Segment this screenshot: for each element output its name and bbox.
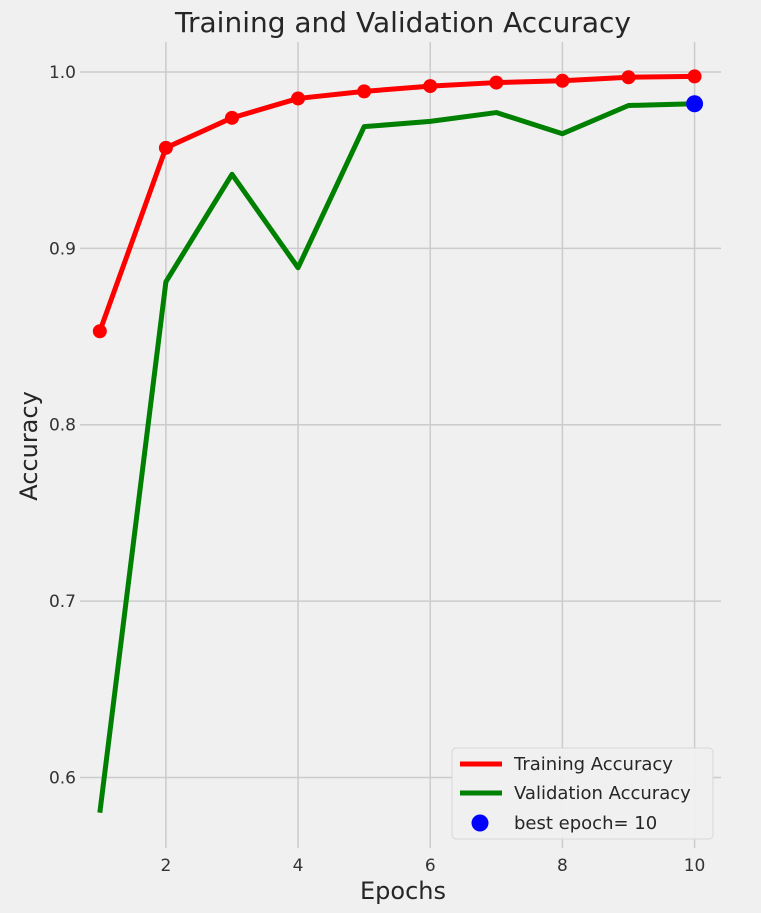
x-tick-label: 10 — [684, 856, 706, 876]
legend: Training Accuracy Validation Accuracy best… — [451, 747, 714, 840]
ticks: 2 4 6 8 10 0.6 0.7 0.8 0.9 1.0 — [49, 63, 705, 876]
y-tick-label: 0.8 — [49, 416, 76, 436]
y-tick-label: 0.6 — [49, 768, 76, 788]
legend-training-label: Training Accuracy — [513, 754, 673, 775]
series-line-validation — [97, 101, 695, 814]
training-accuracy-point — [92, 324, 107, 339]
training-accuracy-point — [687, 69, 702, 84]
x-tick-label: 8 — [557, 856, 568, 876]
legend-box — [451, 747, 714, 840]
training-accuracy-point — [555, 73, 570, 88]
y-axis-label: Accuracy — [15, 391, 43, 501]
training-accuracy-point — [291, 91, 306, 106]
training-accuracy-point — [621, 70, 636, 85]
training-accuracy-point — [158, 140, 173, 155]
x-tick-label: 4 — [293, 856, 304, 876]
legend-best-epoch-swatch — [471, 814, 489, 832]
x-tick-label: 6 — [425, 856, 436, 876]
training-accuracy-point — [357, 84, 372, 99]
x-tick-label: 2 — [160, 856, 171, 876]
x-axis-label: Epochs — [360, 877, 446, 905]
best-epoch-point — [686, 95, 704, 113]
legend-validation-label: Validation Accuracy — [514, 783, 691, 804]
series-line-training — [97, 73, 695, 333]
legend-best-epoch-label: best epoch= 10 — [514, 813, 657, 834]
y-tick-label: 1.0 — [49, 63, 76, 83]
y-tick-label: 0.7 — [49, 592, 76, 612]
y-tick-label: 0.9 — [49, 239, 76, 259]
chart-title: Training and Validation Accuracy — [174, 6, 631, 39]
training-accuracy-point — [423, 79, 438, 94]
series-layer — [92, 69, 704, 814]
training-accuracy-point — [489, 75, 504, 90]
training-accuracy-point — [224, 110, 239, 125]
